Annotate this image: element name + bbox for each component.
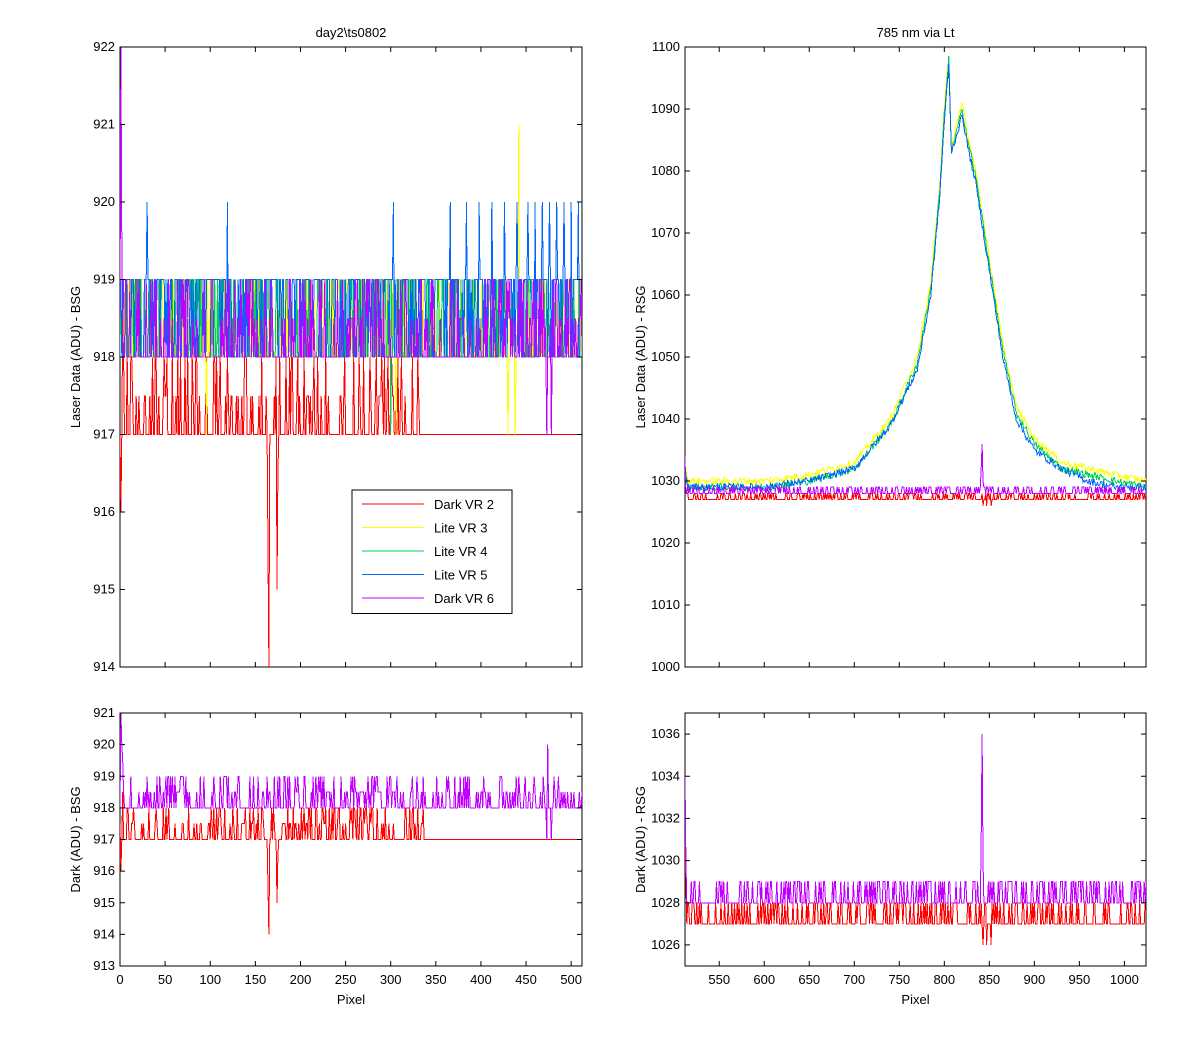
legend: Dark VR 2 Lite VR 3 Lite VR 4 Lite VR 5 Dark… — [351, 489, 513, 614]
x-tick-label: 50 — [158, 972, 172, 987]
y-tick-label: 1026 — [651, 937, 680, 952]
y-tick-label: 914 — [93, 659, 115, 674]
series-dark-vr-6 — [120, 713, 582, 840]
y-tick-label: 1040 — [651, 411, 680, 426]
y-tick-label: 917 — [93, 427, 115, 442]
series-dark-vr-2 — [120, 792, 582, 935]
plot-area — [684, 712, 1147, 967]
x-tick-label: 800 — [933, 972, 955, 987]
chart-title: day2\ts0802 — [316, 25, 387, 40]
y-tick-label: 1090 — [651, 101, 680, 116]
y-tick-label: 1034 — [651, 768, 680, 783]
y-tick-label: 919 — [93, 768, 115, 783]
chart-top-left: 914 915 916 917 918 919 920 921 922 day2\ts0802 La… — [68, 25, 583, 674]
y-tick-label: 913 — [93, 958, 115, 973]
x-tick-label: 200 — [290, 972, 312, 987]
series-lite-vr-3 — [685, 56, 1146, 486]
series-dark-vr-6 — [685, 734, 1146, 904]
y-tick-label: 918 — [93, 349, 115, 364]
y-tick-label: 1028 — [651, 895, 680, 910]
y-tick-label: 1030 — [651, 473, 680, 488]
series-lite-vr-5 — [120, 201, 582, 358]
legend-entry: Lite VR 3 — [434, 521, 487, 536]
y-tick-label: 915 — [93, 895, 115, 910]
series-dark-vr-6 — [685, 443, 1146, 494]
x-tick-label: 400 — [470, 972, 492, 987]
x-tick-label: 650 — [798, 972, 820, 987]
y-tick-label: 918 — [93, 800, 115, 815]
y-tick-label: 920 — [93, 737, 115, 752]
x-axis-label: Pixel — [337, 992, 365, 1007]
y-tick-label: 914 — [93, 926, 115, 941]
x-tick-label: 850 — [978, 972, 1000, 987]
series-group — [120, 47, 582, 667]
y-tick-label: 1080 — [651, 163, 680, 178]
y-tick-label: 1036 — [651, 726, 680, 741]
y-tick-label: 1050 — [651, 349, 680, 364]
y-tick-label: 1100 — [652, 39, 680, 54]
x-tick-label: 450 — [515, 972, 537, 987]
y-tick-label: 1070 — [651, 225, 680, 240]
y-axis-label: Laser Data (ADU) - BSG — [68, 286, 83, 428]
series-group — [120, 713, 582, 935]
y-tick-label: 1030 — [651, 853, 680, 868]
x-tick-label: 550 — [708, 972, 730, 987]
legend-entry: Lite VR 4 — [434, 544, 487, 559]
y-axis-label: Laser Data (ADU) - RSG — [633, 285, 648, 428]
y-tick-label: 917 — [93, 832, 115, 847]
y-tick-label: 922 — [93, 39, 115, 54]
x-axis-label: Pixel — [901, 992, 929, 1007]
x-tick-label: 350 — [425, 972, 447, 987]
series-group — [685, 55, 1146, 506]
y-tick-label: 920 — [93, 194, 115, 209]
x-tick-label: 1000 — [1110, 972, 1139, 987]
chart-bottom-right: 550 600 650 700 750 800 850 900 950 1000 1026 1028 1… — [633, 712, 1147, 1007]
x-tick-label: 300 — [380, 972, 402, 987]
x-tick-label: 150 — [245, 972, 267, 987]
x-tick-label: 900 — [1024, 972, 1046, 987]
y-axis-label: Dark (ADU) - BSG — [68, 786, 83, 892]
legend-entry: Dark VR 6 — [434, 591, 494, 606]
y-tick-label: 915 — [93, 582, 115, 597]
y-tick-label: 919 — [93, 272, 115, 287]
series-dark-vr-6 — [120, 47, 582, 435]
y-tick-label: 916 — [93, 863, 115, 878]
series-dark-vr-2 — [685, 828, 1146, 945]
x-tick-label: 600 — [753, 972, 775, 987]
series-dark-vr-2 — [685, 492, 1146, 506]
series-dark-vr-2 — [120, 318, 582, 667]
legend-box — [351, 489, 513, 614]
legend-entry: Lite VR 5 — [434, 568, 487, 583]
x-tick-label: 950 — [1069, 972, 1091, 987]
x-tick-label: 250 — [335, 972, 357, 987]
x-tick-label: 0 — [116, 972, 123, 987]
plot-area — [684, 46, 1147, 668]
y-axis-label: Dark (ADU) - RSG — [633, 786, 648, 893]
chart-top-right: 1000 1010 1020 1030 1040 1050 1060 1070 1080 1090… — [633, 25, 1147, 674]
y-tick-label: 1000 — [651, 659, 680, 674]
chart-bottom-left: 0 50 100 150 200 250 300 350 400 450 500 913 914 915 9… — [68, 705, 583, 1007]
y-tick-label: 1020 — [651, 535, 680, 550]
series-group — [685, 734, 1146, 945]
y-tick-label: 916 — [93, 504, 115, 519]
x-tick-label: 500 — [560, 972, 582, 987]
x-tick-label: 100 — [199, 972, 221, 987]
legend-entry: Dark VR 2 — [434, 497, 494, 512]
x-tick-label: 700 — [843, 972, 865, 987]
x-tick-label: 750 — [888, 972, 910, 987]
y-tick-label: 1060 — [651, 287, 680, 302]
y-tick-label: 1010 — [651, 597, 680, 612]
y-tick-label: 921 — [93, 117, 115, 132]
y-tick-label: 1032 — [651, 810, 680, 825]
chart-title: 785 nm via Lt — [876, 25, 954, 40]
y-tick-label: 921 — [93, 705, 115, 720]
